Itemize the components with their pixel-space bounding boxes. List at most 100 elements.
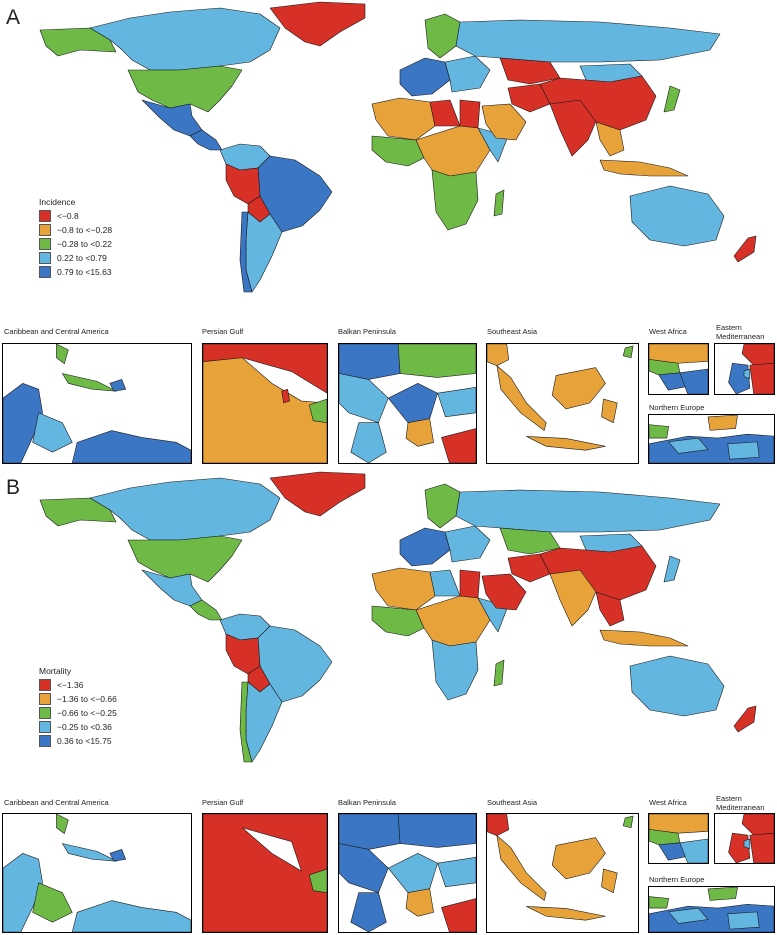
region-indonesia xyxy=(599,629,689,647)
legend-swatch xyxy=(39,721,51,733)
region-russia xyxy=(455,19,721,63)
legend-item: 0.36 to <15.75 xyxy=(39,734,117,748)
region-alaska xyxy=(39,497,117,527)
region-southern-africa xyxy=(431,639,479,701)
inset-label: Eastern Mediterranean xyxy=(716,794,765,812)
inset-west-africa xyxy=(648,813,709,864)
region-western-europe xyxy=(399,57,451,97)
legend-label: <−0.8 xyxy=(57,211,79,221)
region-eastern-europe xyxy=(444,525,491,563)
inset-caribbean xyxy=(2,813,192,933)
legend-item: −0.66 to <−0.25 xyxy=(39,706,117,720)
mortality-legend: Mortality <−1.36 −1.36 to <−0.66 −0.66 t… xyxy=(39,666,117,748)
region-scandinavia xyxy=(424,13,461,59)
inset-label: Persian Gulf xyxy=(202,798,244,807)
region-indonesia xyxy=(599,159,689,177)
inset-persian-gulf xyxy=(202,343,328,464)
region-peru xyxy=(225,163,261,205)
region-canada xyxy=(89,477,281,541)
legend-swatch xyxy=(39,210,51,222)
panel-a: A xyxy=(2,1,775,464)
legend-title: Mortality xyxy=(39,666,72,676)
legend-swatch xyxy=(39,224,51,236)
inset-label: Caribbean and Central America xyxy=(4,327,109,336)
region-egypt xyxy=(459,569,481,599)
inset-label: Persian Gulf xyxy=(202,327,244,336)
inset-southeast-asia xyxy=(486,343,639,464)
region-chile xyxy=(239,211,253,293)
region-china xyxy=(539,545,657,601)
inset-label: West Africa xyxy=(649,798,687,807)
region-libya xyxy=(429,99,461,127)
panel-label: A xyxy=(6,6,21,29)
legend-swatch xyxy=(39,679,51,691)
region-canada xyxy=(89,7,281,71)
legend-item: <−1.36 xyxy=(39,678,117,692)
region-saudi-arabia xyxy=(481,573,527,611)
region-southeast-asia-mainland xyxy=(595,121,625,157)
region-usa xyxy=(127,535,243,583)
legend-item: −0.8 to <−0.28 xyxy=(39,223,112,237)
region-libya xyxy=(429,569,461,597)
inset-southeast-asia xyxy=(486,813,639,933)
legend-label: −1.36 to <−0.66 xyxy=(57,694,117,704)
region-southeast-asia-mainland xyxy=(595,591,625,627)
region-madagascar xyxy=(493,189,505,217)
panel-label: B xyxy=(6,476,21,499)
inset-balkan xyxy=(338,343,477,464)
region-new-zealand xyxy=(733,235,757,263)
region-saudi-arabia xyxy=(481,103,527,141)
legend-label: 0.79 to <15.63 xyxy=(57,267,112,277)
region-china xyxy=(539,75,657,131)
region-southern-africa xyxy=(431,169,479,231)
region-peru xyxy=(225,633,261,675)
legend-label: −0.8 to <−0.28 xyxy=(57,225,113,235)
region-greenland xyxy=(269,471,366,517)
inset-label: Balkan Peninsula xyxy=(338,327,396,336)
legend-swatch xyxy=(39,266,51,278)
region-greenland xyxy=(269,1,366,47)
inset-label: Southeast Asia xyxy=(487,798,538,807)
inset-northern-europe xyxy=(648,886,775,933)
region-usa xyxy=(127,65,243,113)
region-chile xyxy=(239,681,253,763)
region-egypt xyxy=(459,99,481,129)
region-new-zealand xyxy=(733,705,757,733)
inset-west-africa xyxy=(648,343,709,395)
legend-item: −0.28 to <0.22 xyxy=(39,237,112,251)
legend-label: −0.28 to <0.22 xyxy=(57,239,112,249)
legend-item: −1.36 to <−0.66 xyxy=(39,692,117,706)
inset-persian-gulf xyxy=(202,813,328,933)
region-argentina xyxy=(245,211,283,293)
legend-title: Incidence xyxy=(39,197,76,207)
region-argentina xyxy=(245,681,283,763)
inset-label: West Africa xyxy=(649,327,687,336)
mortality-world-map xyxy=(39,471,757,763)
region-madagascar xyxy=(493,659,505,687)
legend-item: 0.79 to <15.63 xyxy=(39,265,112,279)
region-japan xyxy=(663,555,681,583)
inset-label: Eastern Mediterranean xyxy=(716,323,765,341)
legend-item: <−0.8 xyxy=(39,209,112,223)
inset-northern-europe xyxy=(648,414,775,464)
region-alaska xyxy=(39,27,117,57)
region-australia xyxy=(629,185,725,247)
incidence-world-map xyxy=(39,1,757,293)
inset-eastern-mediterranean xyxy=(714,813,775,864)
region-kazakhstan xyxy=(499,57,561,85)
legend-label: 0.36 to <15.75 xyxy=(57,736,112,746)
legend-label: <−1.36 xyxy=(57,680,84,690)
incidence-legend: Incidence <−0.8 −0.8 to <−0.28 −0.28 to … xyxy=(39,197,112,279)
legend-item: 0.22 to <0.79 xyxy=(39,251,112,265)
inset-eastern-mediterranean xyxy=(714,343,775,395)
inset-label: Caribbean and Central America xyxy=(4,798,109,807)
legend-label: −0.25 to <0.36 xyxy=(57,722,112,732)
region-russia xyxy=(455,489,721,533)
region-iran xyxy=(507,83,551,113)
region-iran xyxy=(507,553,551,583)
inset-label: Northern Europe xyxy=(649,403,705,412)
legend-item: −0.25 to <0.36 xyxy=(39,720,117,734)
legend-swatch xyxy=(39,693,51,705)
inset-label: Northern Europe xyxy=(649,875,705,884)
panel-b: B xyxy=(0,470,777,935)
